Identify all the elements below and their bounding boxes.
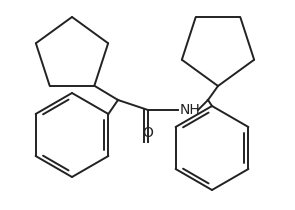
Text: NH: NH — [180, 103, 201, 117]
Text: O: O — [142, 126, 153, 140]
